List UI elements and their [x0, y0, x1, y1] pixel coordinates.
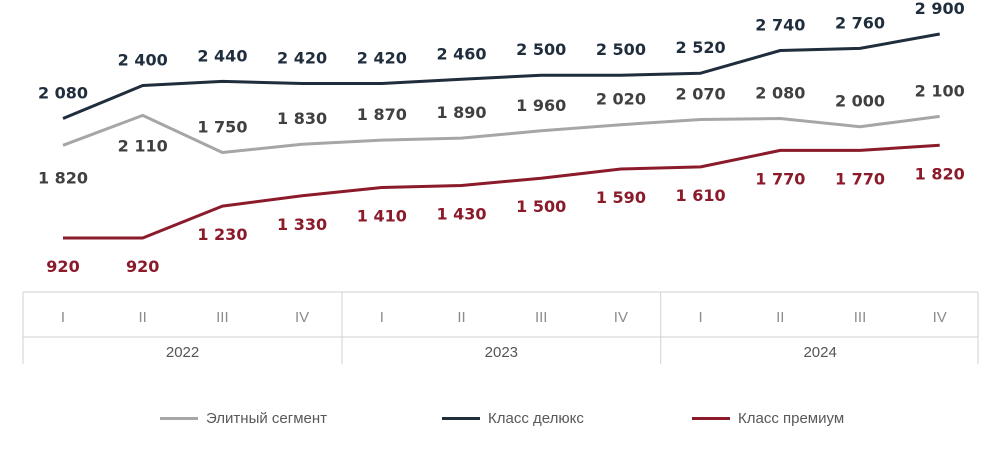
premium-value-label: 1 770: [755, 169, 805, 188]
legend-item-elite[interactable]: Элитный сегмент: [160, 406, 327, 430]
premium-value-label: 920: [126, 257, 159, 276]
premium-value-label: 1 430: [436, 204, 486, 223]
elite-value-label: 1 960: [516, 96, 566, 115]
quarter-tick-label: III: [216, 309, 229, 326]
quarter-tick-label: I: [380, 309, 384, 326]
quarter-tick-label: II: [776, 309, 784, 326]
elite-value-label: 1 830: [277, 109, 327, 128]
deluxe-value-label: 2 440: [197, 46, 247, 65]
quarter-tick-label: IV: [933, 309, 947, 326]
elite-value-label: 2 070: [676, 85, 726, 104]
quarter-tick-label: III: [854, 309, 867, 326]
deluxe-value-label: 2 740: [755, 15, 805, 34]
year-label: 2024: [803, 344, 836, 361]
legend-swatch-elite: [160, 416, 198, 420]
deluxe-series-line: [62, 32, 940, 120]
deluxe-value-label: 2 400: [118, 51, 168, 70]
legend-label-premium: Класс премиум: [738, 409, 845, 427]
elite-value-label: 2 080: [755, 83, 805, 102]
year-label: 2023: [485, 344, 518, 361]
legend-label-elite: Элитный сегмент: [206, 409, 328, 427]
premium-value-label: 1 610: [676, 186, 726, 205]
legend-label-deluxe: Класс делюкс: [488, 409, 584, 427]
quarter-tick-label: III: [535, 309, 548, 326]
quarter-tick-label: IV: [295, 309, 309, 326]
deluxe-value-label: 2 760: [835, 13, 885, 32]
legend-item-deluxe[interactable]: Класс делюкс: [442, 406, 584, 430]
premium-series-line: [63, 143, 940, 240]
premium-value-label: 1 330: [277, 215, 327, 234]
premium-value-label: 1 590: [596, 188, 646, 207]
deluxe-value-label: 2 080: [38, 83, 88, 102]
data-labels: 1 820 2 110 1 750 1 830 1 870 1 890 1 960 2 020…: [38, 0, 965, 276]
elite-value-label: 2 100: [915, 81, 965, 100]
elite-value-label: 2 020: [596, 90, 646, 109]
deluxe-value-label: 2 500: [516, 40, 566, 59]
elite-value-label: 2 110: [118, 136, 168, 155]
elite-series-line: [62, 113, 940, 154]
quarter-tick-label: II: [139, 309, 147, 326]
deluxe-value-label: 2 520: [676, 38, 726, 57]
elite-value-label: 1 870: [357, 105, 407, 124]
quarter-tick-label: II: [457, 309, 465, 326]
elite-value-label: 1 750: [197, 117, 247, 136]
legend-swatch-premium: [692, 416, 730, 420]
quarter-tick-label: IV: [614, 309, 628, 326]
elite-value-label: 1 890: [436, 103, 486, 122]
premium-value-label: 1 500: [516, 197, 566, 216]
premium-value-label: 1 770: [835, 169, 885, 188]
quarter-tick-label: I: [699, 309, 703, 326]
quarter-tick-label: I: [61, 309, 65, 326]
deluxe-value-label: 2 500: [596, 40, 646, 59]
legend: Элитный сегмент Класс делюкс Класс преми…: [0, 406, 1002, 430]
deluxe-value-label: 2 420: [277, 48, 327, 67]
deluxe-value-label: 2 420: [357, 48, 407, 67]
deluxe-value-label: 2 460: [436, 44, 486, 63]
elite-value-label: 1 820: [38, 168, 88, 187]
premium-value-label: 1 230: [197, 225, 247, 244]
legend-item-premium[interactable]: Класс премиум: [692, 406, 844, 430]
elite-value-label: 2 000: [835, 92, 885, 111]
series-lines: [62, 32, 940, 240]
premium-value-label: 1 410: [357, 207, 407, 226]
premium-value-label: 1 820: [915, 164, 965, 183]
deluxe-value-label: 2 900: [915, 0, 965, 18]
year-label: 2022: [166, 344, 199, 361]
premium-value-label: 920: [46, 257, 79, 276]
legend-swatch-deluxe: [442, 416, 480, 420]
